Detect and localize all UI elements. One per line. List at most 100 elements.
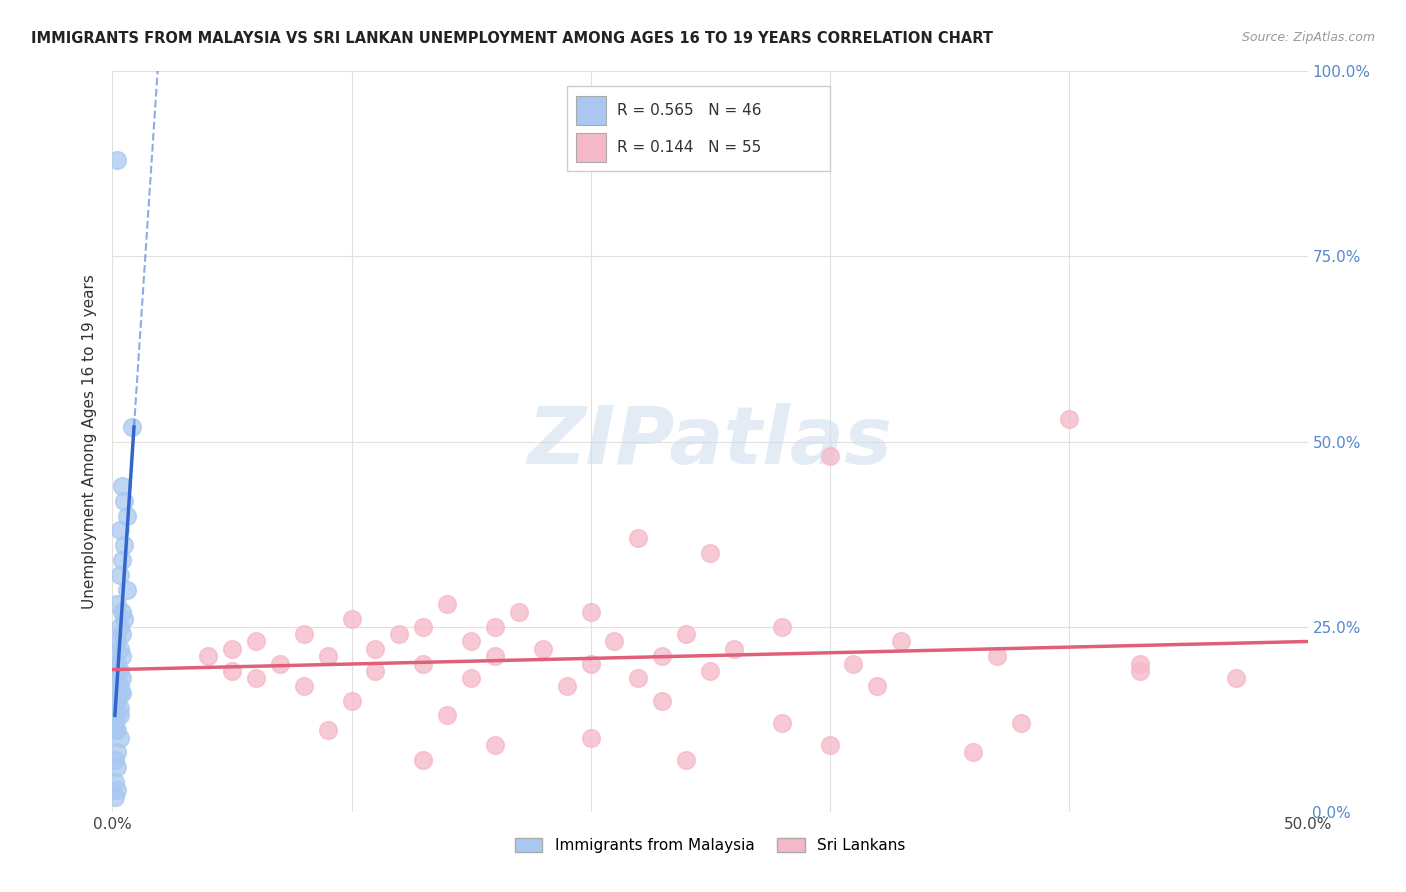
- Point: [108, 708, 131, 723]
- Point: [108, 686, 131, 700]
- Point: [770, 715, 793, 730]
- Point: [197, 649, 219, 664]
- Point: [111, 672, 134, 686]
- Point: [579, 605, 602, 619]
- Point: [1057, 412, 1080, 426]
- Point: [1010, 715, 1032, 730]
- Point: [108, 619, 131, 633]
- Point: [111, 605, 134, 619]
- FancyBboxPatch shape: [576, 95, 606, 126]
- Point: [104, 679, 127, 693]
- Point: [555, 679, 578, 693]
- Point: [269, 657, 291, 671]
- Point: [104, 694, 127, 708]
- Point: [316, 649, 339, 664]
- Text: R = 0.565   N = 46: R = 0.565 N = 46: [617, 103, 761, 118]
- Y-axis label: Unemployment Among Ages 16 to 19 years: Unemployment Among Ages 16 to 19 years: [82, 274, 97, 609]
- Point: [436, 708, 458, 723]
- Point: [245, 634, 267, 648]
- Point: [104, 701, 127, 715]
- Point: [531, 641, 554, 656]
- Point: [105, 686, 128, 700]
- Point: [818, 450, 841, 464]
- Point: [105, 746, 128, 760]
- Point: [627, 672, 650, 686]
- Point: [104, 672, 127, 686]
- Point: [105, 634, 128, 648]
- Point: [699, 546, 721, 560]
- Point: [108, 731, 131, 745]
- Point: [675, 627, 697, 641]
- Point: [866, 679, 889, 693]
- Point: [104, 723, 127, 738]
- Point: [108, 664, 131, 678]
- Point: [104, 789, 127, 804]
- Point: [105, 760, 128, 774]
- Point: [105, 782, 128, 797]
- Legend: Immigrants from Malaysia, Sri Lankans: Immigrants from Malaysia, Sri Lankans: [509, 832, 911, 860]
- Point: [651, 649, 673, 664]
- Point: [651, 694, 673, 708]
- Point: [114, 538, 135, 552]
- Point: [115, 582, 138, 597]
- Point: [111, 553, 134, 567]
- Point: [104, 775, 127, 789]
- Point: [221, 664, 243, 678]
- Point: [890, 634, 912, 648]
- Point: [105, 679, 128, 693]
- Point: [627, 531, 650, 545]
- Point: [412, 657, 434, 671]
- Point: [603, 634, 626, 648]
- Point: [986, 649, 1008, 664]
- Point: [460, 634, 482, 648]
- Text: IMMIGRANTS FROM MALAYSIA VS SRI LANKAN UNEMPLOYMENT AMONG AGES 16 TO 19 YEARS CO: IMMIGRANTS FROM MALAYSIA VS SRI LANKAN U…: [31, 31, 993, 46]
- Point: [436, 598, 458, 612]
- Point: [723, 641, 745, 656]
- Point: [316, 723, 339, 738]
- Point: [114, 493, 135, 508]
- FancyBboxPatch shape: [576, 133, 606, 162]
- Text: ZIPatlas: ZIPatlas: [527, 402, 893, 481]
- Point: [484, 738, 506, 752]
- Point: [508, 605, 530, 619]
- Point: [412, 753, 434, 767]
- Point: [842, 657, 865, 671]
- Point: [108, 567, 131, 582]
- FancyBboxPatch shape: [567, 87, 830, 171]
- Point: [115, 508, 138, 523]
- Point: [818, 738, 841, 752]
- Point: [962, 746, 984, 760]
- Point: [105, 664, 128, 678]
- Point: [675, 753, 697, 767]
- Point: [364, 641, 387, 656]
- Text: R = 0.144   N = 55: R = 0.144 N = 55: [617, 140, 761, 155]
- Point: [245, 672, 267, 686]
- Point: [104, 657, 127, 671]
- Point: [1129, 657, 1152, 671]
- Point: [111, 479, 134, 493]
- Point: [484, 619, 506, 633]
- Point: [579, 657, 602, 671]
- Point: [105, 694, 128, 708]
- Point: [364, 664, 387, 678]
- Point: [111, 686, 134, 700]
- Point: [105, 598, 128, 612]
- Point: [121, 419, 143, 434]
- Point: [105, 723, 128, 738]
- Point: [699, 664, 721, 678]
- Point: [108, 679, 131, 693]
- Point: [460, 672, 482, 686]
- Point: [108, 524, 131, 538]
- Point: [221, 641, 243, 656]
- Point: [1129, 664, 1152, 678]
- Point: [104, 753, 127, 767]
- Point: [111, 627, 134, 641]
- Point: [114, 612, 135, 626]
- Point: [1225, 672, 1247, 686]
- Text: Source: ZipAtlas.com: Source: ZipAtlas.com: [1241, 31, 1375, 45]
- Point: [484, 649, 506, 664]
- Point: [105, 708, 128, 723]
- Point: [579, 731, 602, 745]
- Point: [108, 701, 131, 715]
- Point: [292, 679, 315, 693]
